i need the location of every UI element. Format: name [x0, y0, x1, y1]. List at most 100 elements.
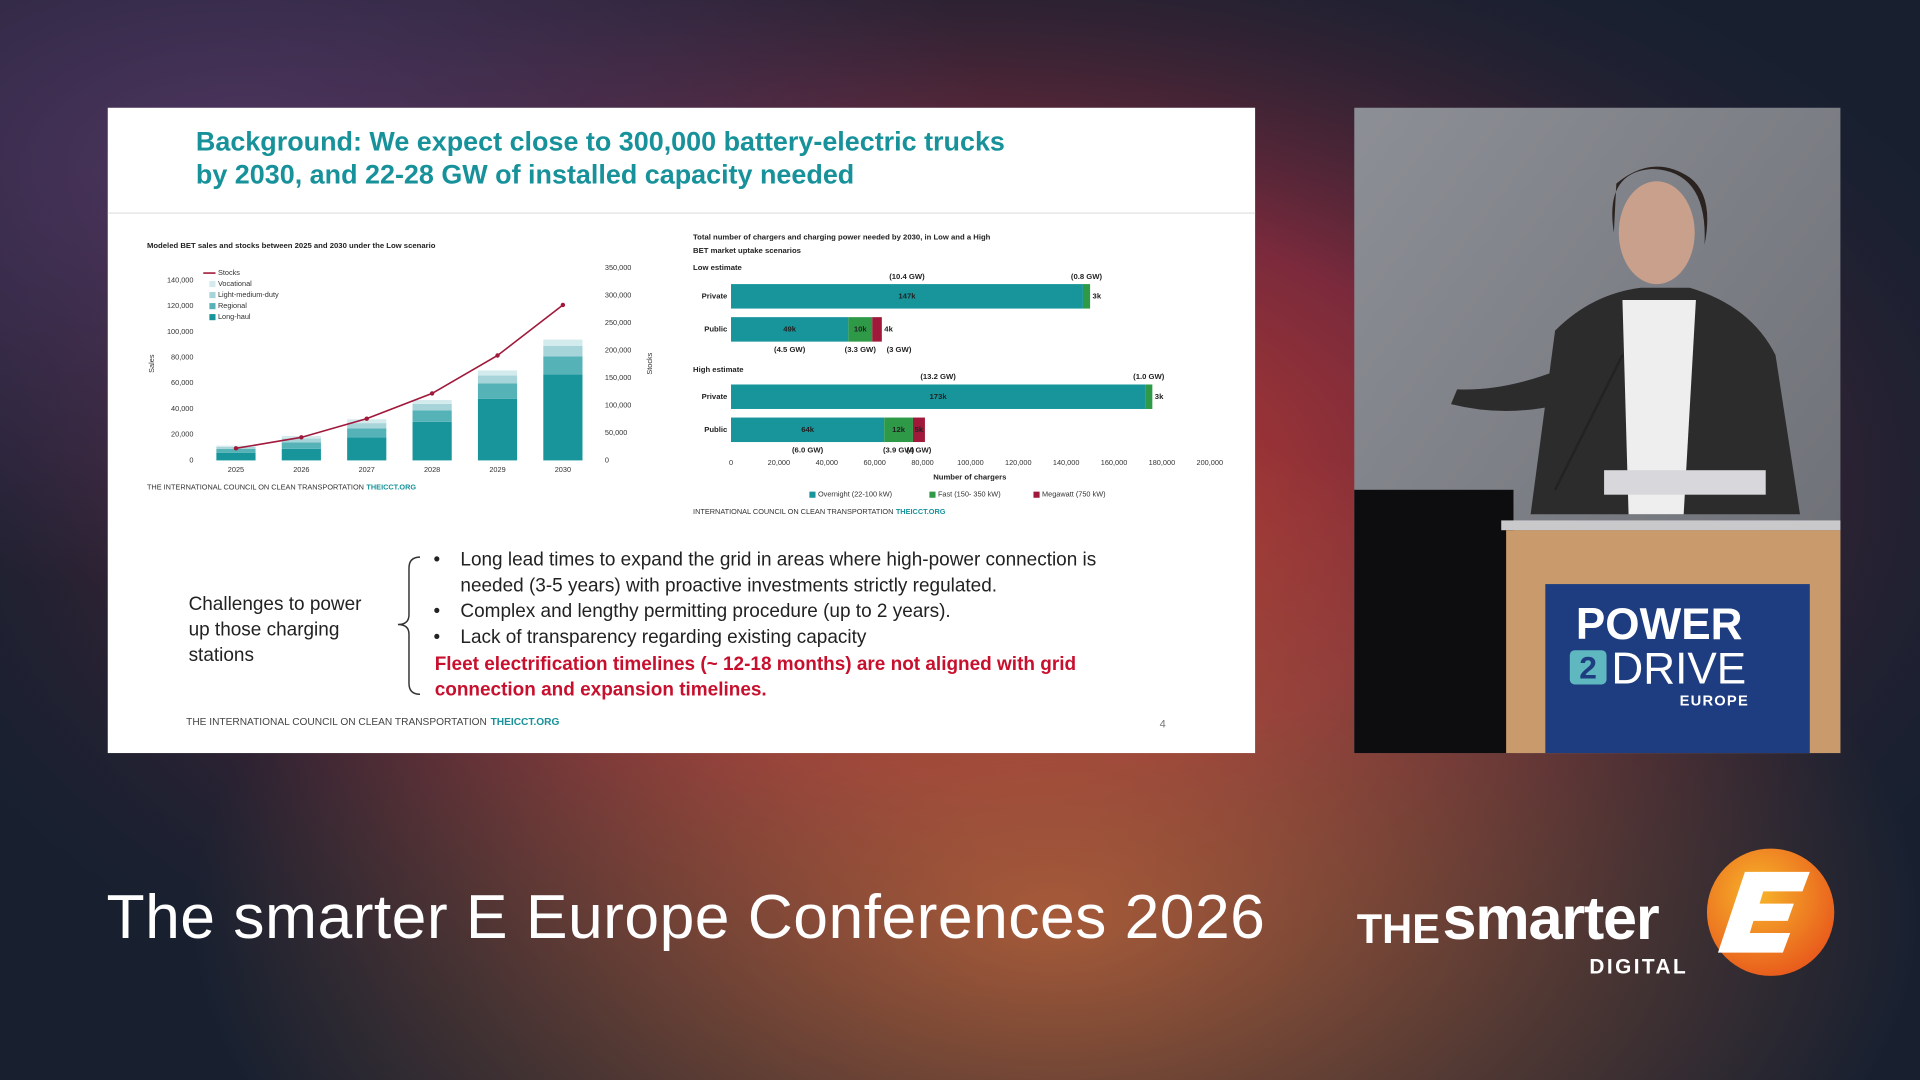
logo-text: DIGITAL [1589, 955, 1688, 978]
sales-chart: Modeled BET sales and stocks between 202… [147, 241, 654, 491]
bullet-text: Lack of transparency regarding existing … [460, 627, 866, 648]
brace [397, 556, 421, 696]
legend-swatch [809, 491, 816, 498]
bullet-text: Long lead times to expand the grid in ar… [460, 550, 1096, 571]
x-tick-label: 80,000 [911, 458, 933, 467]
podium-badge [1569, 650, 1607, 685]
category-label: Private [702, 291, 728, 300]
shirt [1622, 300, 1696, 515]
bullet: • [433, 601, 440, 622]
legend-swatch [209, 281, 216, 288]
value-label: 3k [1155, 392, 1164, 401]
microphone [1554, 354, 1624, 491]
value-label: 4k [884, 324, 893, 333]
x-tick-label: 20,000 [768, 458, 790, 467]
bar-segment [412, 399, 452, 404]
power-label: (10.4 GW) [889, 272, 925, 281]
logo-mark [1717, 871, 1810, 953]
slide-footer: THE INTERNATIONAL COUNCIL ON CLEAN TRANS… [186, 717, 559, 728]
shadow [1354, 489, 1514, 754]
chart-title: Total number of chargers and charging po… [693, 233, 991, 242]
page-number: 4 [1160, 718, 1166, 730]
legend-label: Vocational [218, 279, 252, 288]
power-label: (13.2 GW) [920, 372, 956, 381]
line-point [495, 353, 500, 358]
face [1618, 181, 1695, 285]
bar-segment [412, 410, 452, 422]
bar-segment [412, 403, 452, 411]
bar-segment [281, 438, 321, 443]
category-label: Public [704, 324, 728, 333]
bar-segment [477, 383, 518, 399]
chart-source: THE INTERNATIONAL COUNCIL ON CLEAN TRANS… [147, 482, 416, 491]
highlight: connection and expansion timelines. [435, 680, 767, 701]
bar-segment [347, 419, 387, 424]
value-label: 147k [898, 291, 916, 300]
bar-segment [543, 374, 583, 461]
bar-segment [1145, 384, 1153, 409]
x-tick-label: 100,000 [957, 458, 984, 467]
bar-segment [216, 448, 256, 453]
x-tick-label: 160,000 [1101, 458, 1128, 467]
bar-segment [347, 437, 387, 461]
category-label: Public [704, 425, 728, 434]
chart-title: Modeled BET sales and stocks between 202… [147, 241, 436, 250]
legend-label: Fast (150- 350 kW) [938, 490, 1001, 499]
bar-segment [848, 317, 873, 342]
power-label: (0.8 GW) [1071, 272, 1103, 281]
challenges-label: up those charging [189, 620, 340, 641]
podium-text: EUROPE [1680, 693, 1749, 709]
y2-tick-label: 200,000 [605, 345, 632, 354]
x-tick-label: 0 [729, 458, 733, 467]
x-tick-label: 2027 [359, 465, 375, 474]
x-tick-label: 140,000 [1053, 458, 1080, 467]
legend-label: Overnight (22-100 kW) [818, 490, 892, 499]
line-point [299, 435, 304, 440]
bar-segment [477, 398, 518, 461]
y2-tick-label: 250,000 [605, 318, 632, 327]
bar-segment [1082, 284, 1091, 309]
podium-text: 2 [1579, 649, 1597, 685]
panel-label: Low estimate [693, 263, 743, 272]
bar-segment [731, 384, 1146, 409]
legend-label: Stocks [218, 268, 240, 277]
legend-swatch [209, 292, 216, 299]
x-axis-label: Number of chargers [933, 473, 1006, 482]
value-label: 10k [854, 324, 868, 333]
chart-source: INTERNATIONAL COUNCIL ON CLEAN TRANSPORT… [693, 507, 946, 516]
power-label: (1.0 GW) [1133, 372, 1165, 381]
bar-segment [347, 428, 387, 438]
bar-segment [281, 448, 321, 461]
speaker-video: POWER 2 DRIVE EUROPE [1354, 107, 1841, 754]
bullet: • [433, 627, 440, 648]
slide-title: by 2030, and 22-28 GW of installed capac… [196, 160, 854, 190]
legend-label: Light-medium-duty [218, 290, 279, 299]
slide-title: Background: We expect close to 300,000 b… [196, 127, 1005, 157]
bullet: • [433, 550, 440, 571]
source-link: THEICCT.ORG [896, 507, 946, 516]
y-tick-label: 120,000 [167, 301, 194, 310]
legend-label: Megawatt (750 kW) [1042, 490, 1106, 499]
value-label: 49k [783, 324, 797, 333]
power-label: (6.0 GW) [792, 446, 824, 455]
slide-background [107, 107, 1256, 754]
banner-title: The smarter E Europe Conferences 2026 [107, 882, 1265, 952]
podium-top [1501, 520, 1841, 531]
value-label: 12k [892, 425, 906, 434]
slide: Background: We expect close to 300,000 b… [107, 107, 1256, 754]
power-label: (4 GW) [907, 446, 932, 455]
category-label: Private [702, 392, 728, 401]
power-label: (3 GW) [887, 345, 912, 354]
challenges-label: stations [189, 645, 254, 666]
line-point [364, 416, 369, 421]
bar-segment [477, 370, 518, 376]
x-tick-label: 60,000 [863, 458, 885, 467]
x-tick-label: 180,000 [1149, 458, 1176, 467]
legend-swatch [929, 491, 936, 498]
value-label: 64k [801, 425, 815, 434]
source-link: THEICCT.ORG [366, 482, 416, 491]
bar-segment [731, 284, 1083, 309]
line-point [233, 446, 239, 451]
podium-text: POWER [1576, 600, 1743, 649]
